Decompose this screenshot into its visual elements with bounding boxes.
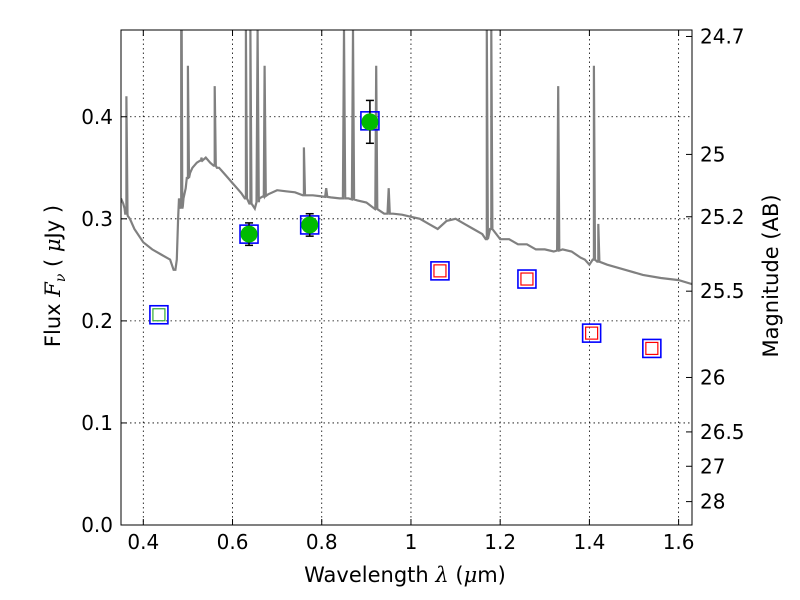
observed-point: [361, 113, 379, 131]
x-axis-label: Wavelength λ (μm): [304, 563, 506, 587]
x-tick-label: 1.4: [573, 530, 605, 554]
y-tick-label: 0.4: [81, 105, 113, 129]
mag-tick-label: 25.2: [700, 205, 745, 229]
observed-point: [240, 225, 258, 243]
model-box-inner: [433, 264, 447, 278]
y-tick-label: 0.2: [81, 309, 113, 333]
observed-photometry: [240, 99, 379, 247]
magnitude-axis-label: Magnitude (AB): [759, 194, 783, 357]
model-box: [581, 323, 602, 343]
x-tick-label: 1.6: [663, 530, 695, 554]
model-box-inner: [585, 326, 599, 340]
model-box-inner: [152, 308, 166, 322]
mag-tick-label: 25: [700, 142, 725, 166]
model-box-inner: [520, 272, 534, 286]
model-box: [642, 338, 662, 359]
mag-tick-label: 25.5: [700, 279, 745, 303]
axis-ticks: 0.4 0.6 0.8 1 1.2 1.4 1.6 0.0 0.1 0.2 0.3 0.4 24.7 25…: [81, 24, 744, 554]
sed-line: [121, 30, 692, 286]
mag-tick-label: 26: [700, 365, 725, 389]
model-box-inner: [645, 341, 659, 356]
y-tick-label: 0.1: [81, 411, 113, 435]
x-tick-label: 0.6: [217, 530, 249, 554]
y-tick-label: 0.3: [81, 207, 113, 231]
model-box: [149, 304, 169, 325]
model-box: [430, 261, 450, 281]
y-tick-label: 0.0: [81, 513, 113, 537]
x-tick-label: 1.2: [484, 530, 516, 554]
x-tick-label: 0.4: [127, 530, 159, 554]
plot-frame: [120, 29, 693, 526]
grid: [121, 30, 692, 526]
mag-tick-label: 28: [700, 490, 725, 514]
x-tick-label: 0.8: [306, 530, 338, 554]
y-axis-label: Flux Fν ( μJy ): [41, 205, 69, 347]
x-tick-label: 1: [405, 530, 418, 554]
mag-tick-label: 26.5: [700, 420, 745, 444]
sed-model-curve: [121, 30, 692, 286]
mag-tick-label: 27: [700, 454, 725, 478]
observed-point: [301, 216, 319, 234]
model-box: [517, 269, 537, 289]
mag-tick-label: 24.7: [700, 24, 745, 48]
